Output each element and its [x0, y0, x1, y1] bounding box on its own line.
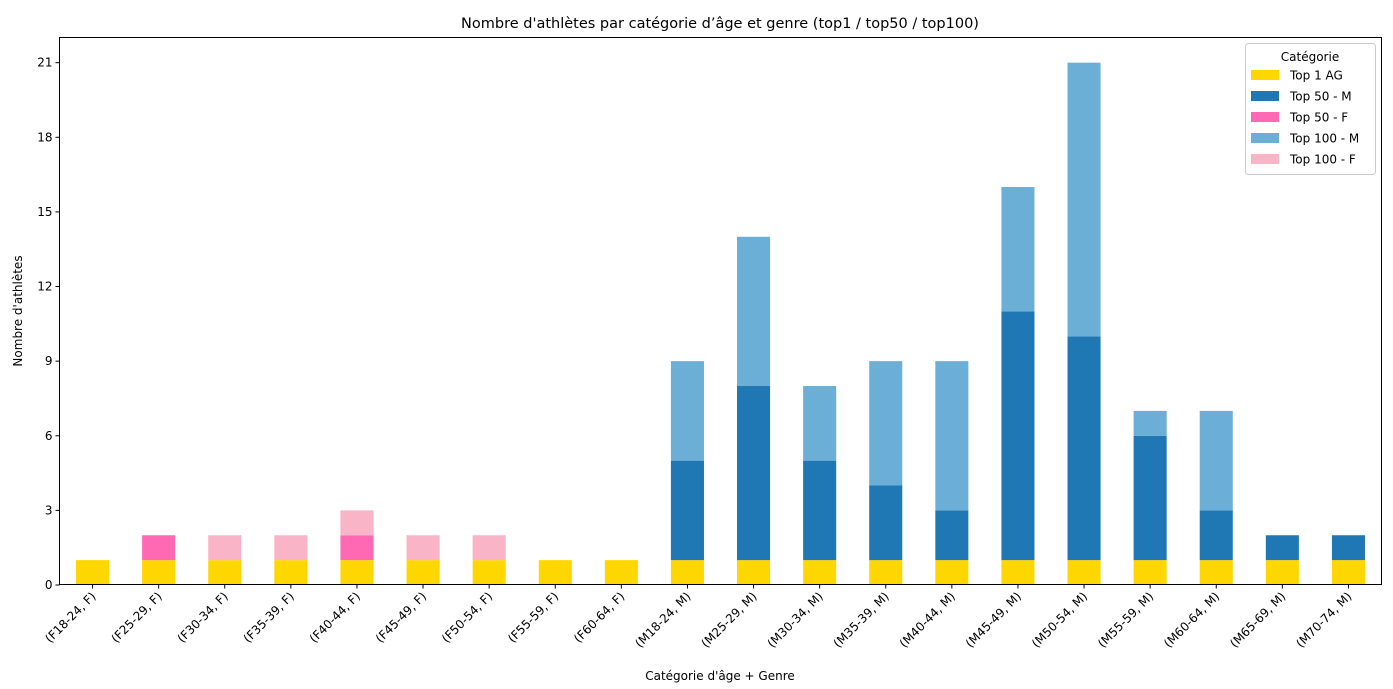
legend-title: Catégorie — [1281, 50, 1339, 64]
x-tick-label: (F45-49, F) — [373, 589, 429, 645]
x-tick-label: (M40-44, M) — [897, 589, 958, 650]
x-tick-label: (F30-34, F) — [175, 589, 231, 645]
bar-segment — [406, 560, 440, 585]
legend-label: Top 100 - M — [1289, 132, 1359, 146]
y-tick-label: 0 — [45, 578, 53, 592]
y-axis: 0 3 6 9 12 15 18 21 — [37, 56, 60, 592]
bar-segment — [737, 386, 771, 561]
bar-segment — [803, 460, 837, 561]
x-tick-label: (M70-74, M) — [1293, 589, 1354, 650]
bar-segment — [1265, 535, 1299, 561]
bar-segment — [1067, 336, 1101, 561]
legend-swatch — [1251, 154, 1279, 164]
x-tick-label: (F35-39, F) — [241, 589, 297, 645]
bar-segment — [869, 485, 903, 561]
bar-segment — [1199, 410, 1233, 511]
legend-label: Top 100 - F — [1289, 153, 1356, 167]
bar-segment — [869, 560, 903, 585]
bar-segment — [1133, 560, 1167, 585]
x-axis: (F18-24, F) (F25-29, F) (F30-34, F) (F35-39… — [42, 584, 1355, 650]
bar-segment — [1001, 311, 1035, 561]
x-tick-label: (M30-34, M) — [765, 589, 826, 650]
y-tick-label: 6 — [45, 429, 53, 443]
bar-segment — [1001, 187, 1035, 312]
bar-segment — [1001, 560, 1035, 585]
bar-segment — [406, 535, 440, 561]
bar-segment — [935, 510, 969, 561]
x-tick-label: (M45-49, M) — [963, 589, 1024, 650]
x-tick-label: (M35-39, M) — [831, 589, 892, 650]
bar-segment — [670, 361, 704, 461]
bar-segment — [1199, 560, 1233, 585]
x-tick-label: (F55-59, F) — [505, 589, 561, 645]
bar-segment — [737, 236, 771, 387]
bar-segment — [76, 560, 110, 585]
bar-segment — [538, 560, 572, 585]
x-tick-label: (M18-24, M) — [632, 589, 693, 650]
legend-swatch — [1251, 133, 1279, 143]
legend-items: Top 1 AG Top 50 - M Top 50 - F Top 100 - M T… — [1251, 69, 1359, 167]
bar-segment — [935, 560, 969, 585]
x-tick-label: (M25-29, M) — [698, 589, 759, 650]
x-tick-label: (F40-44, F) — [307, 589, 363, 645]
bar-segment — [737, 560, 771, 585]
y-tick-label: 12 — [37, 280, 52, 294]
legend-label: Top 1 AG — [1289, 69, 1343, 83]
bar-segment — [1133, 410, 1167, 436]
x-tick-label: (M65-69, M) — [1227, 589, 1288, 650]
x-tick-label: (F50-54, F) — [439, 589, 495, 645]
bar-segment — [340, 535, 374, 561]
y-tick-label: 18 — [37, 130, 52, 144]
x-tick-label: (F25-29, F) — [108, 589, 164, 645]
legend-swatch — [1251, 91, 1279, 101]
plot-frame — [59, 37, 1382, 585]
legend-swatch — [1251, 70, 1279, 80]
bar-segment — [604, 560, 638, 585]
bar-segment — [1331, 560, 1365, 585]
bar-segment — [472, 535, 506, 561]
y-tick-label: 15 — [37, 205, 52, 219]
bar-segment — [142, 560, 176, 585]
x-axis-title: Catégorie d'âge + Genre — [645, 669, 795, 683]
y-tick-label: 9 — [45, 354, 53, 368]
bar-segment — [1133, 435, 1167, 561]
bar-segment — [1265, 560, 1299, 585]
bar-segment — [935, 361, 969, 511]
bar-segment — [208, 535, 242, 561]
bar-segment — [274, 560, 308, 585]
bar-segment — [670, 560, 704, 585]
bar-segment — [1199, 510, 1233, 561]
bars-group — [76, 62, 1365, 585]
bar-segment — [1067, 560, 1101, 585]
bar-segment — [274, 535, 308, 561]
y-tick-label: 21 — [37, 56, 52, 70]
bar-segment — [803, 560, 837, 585]
bar-segment — [142, 535, 176, 561]
legend-label: Top 50 - F — [1289, 111, 1348, 125]
bar-segment — [670, 460, 704, 561]
bar-segment — [869, 361, 903, 486]
chart-title: Nombre d'athlètes par catégorie d’âge et… — [461, 16, 979, 32]
bar-segment — [208, 560, 242, 585]
bar-segment — [1067, 62, 1101, 337]
x-tick-label: (F18-24, F) — [42, 589, 98, 645]
bar-segment — [340, 560, 374, 585]
x-tick-label: (M50-54, M) — [1029, 589, 1090, 650]
bar-segment — [472, 560, 506, 585]
x-tick-label: (M60-64, M) — [1161, 589, 1222, 650]
y-axis-title: Nombre d'athlètes — [11, 255, 25, 366]
x-tick-label: (F60-64, F) — [571, 589, 627, 645]
x-tick-label: (M55-59, M) — [1095, 589, 1156, 650]
y-tick-label: 3 — [45, 503, 53, 517]
bar-segment — [340, 510, 374, 536]
legend-label: Top 50 - M — [1289, 90, 1352, 104]
legend-swatch — [1251, 112, 1279, 122]
bar-segment — [803, 386, 837, 461]
bar-segment — [1331, 535, 1365, 561]
